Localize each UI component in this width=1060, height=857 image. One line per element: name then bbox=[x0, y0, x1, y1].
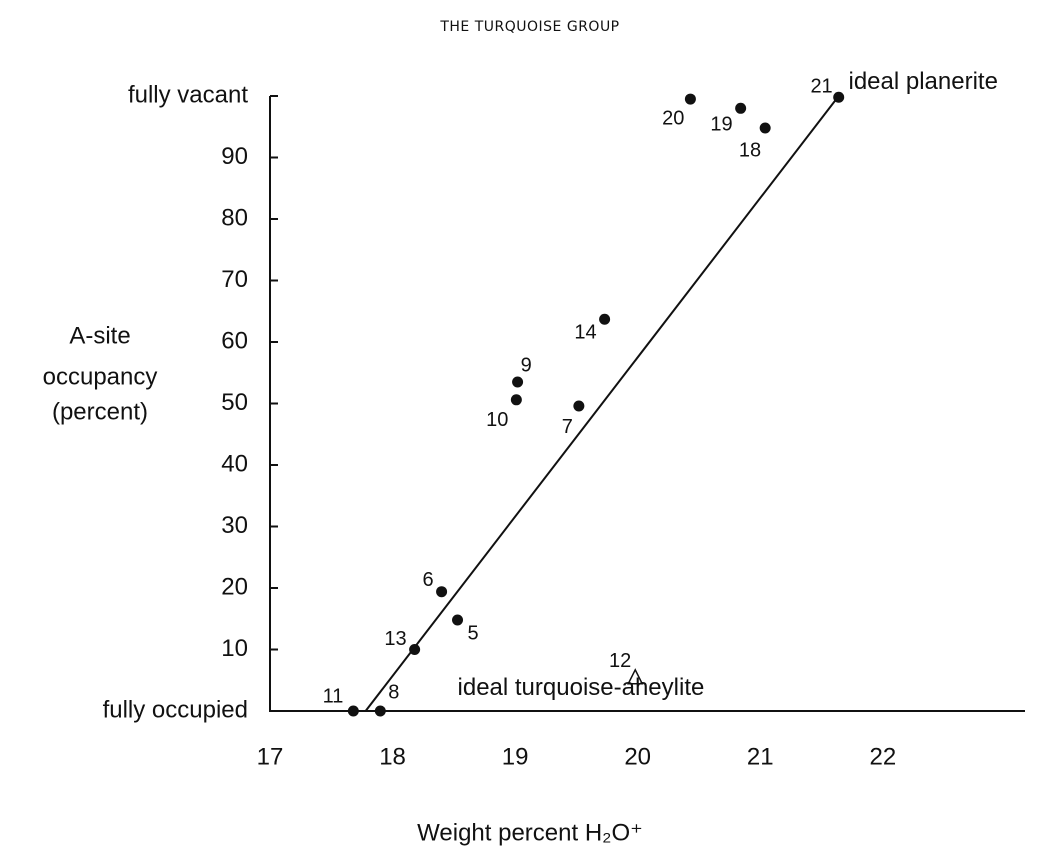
page-header: THE TURQUOISE GROUP bbox=[439, 19, 619, 35]
point-label: 10 bbox=[486, 409, 508, 431]
y-tick-label: 80 bbox=[221, 204, 248, 231]
y-tick-label: 90 bbox=[221, 143, 248, 170]
y-tick-label: 10 bbox=[221, 635, 248, 662]
point bbox=[735, 102, 747, 114]
annotation: ideal turquoise-aheylite bbox=[458, 674, 705, 701]
x-tick-label: 22 bbox=[869, 743, 896, 770]
point bbox=[510, 394, 522, 406]
y-axis-label: (percent) bbox=[52, 398, 148, 425]
point bbox=[374, 705, 386, 717]
x-tick-label: 18 bbox=[379, 743, 406, 770]
point-label: 21 bbox=[810, 76, 832, 98]
point bbox=[833, 91, 845, 103]
point bbox=[684, 93, 696, 105]
point-label: 11 bbox=[323, 685, 344, 707]
annotation: ideal planerite bbox=[849, 68, 998, 95]
point-label: 8 bbox=[388, 681, 399, 703]
point-label: 7 bbox=[562, 416, 573, 438]
point bbox=[347, 705, 359, 717]
x-tick-label: 20 bbox=[624, 743, 651, 770]
point bbox=[573, 400, 585, 412]
y-axis-label: A-site bbox=[69, 322, 130, 349]
point bbox=[436, 586, 448, 598]
y-tick-label: 30 bbox=[221, 512, 248, 539]
y-tick-label: 50 bbox=[221, 389, 248, 416]
point-label: 19 bbox=[710, 114, 732, 136]
point-label: 20 bbox=[662, 107, 684, 129]
x-tick-label: 19 bbox=[502, 743, 529, 770]
point-label: 14 bbox=[574, 322, 596, 344]
point bbox=[512, 376, 524, 388]
point bbox=[759, 122, 771, 134]
y-tick-label: fully vacant bbox=[128, 81, 248, 108]
x-tick-label: 17 bbox=[257, 743, 284, 770]
y-tick-label: 20 bbox=[221, 573, 248, 600]
point-label: 6 bbox=[422, 569, 433, 591]
point-label: 12 bbox=[609, 650, 631, 672]
y-tick-label: 40 bbox=[221, 450, 248, 477]
point-label: 18 bbox=[739, 139, 761, 161]
fit-line bbox=[364, 95, 840, 712]
y-tick-label: 70 bbox=[221, 266, 248, 293]
point bbox=[409, 644, 421, 655]
point bbox=[627, 668, 644, 685]
point bbox=[452, 614, 464, 626]
y-tick-label: fully occupied bbox=[103, 696, 248, 723]
point-label: 5 bbox=[468, 622, 479, 644]
x-tick-label: 21 bbox=[747, 743, 774, 770]
point-label: 13 bbox=[384, 628, 406, 650]
point-label: 9 bbox=[521, 354, 532, 376]
y-tick-label: 60 bbox=[221, 327, 248, 354]
point bbox=[599, 313, 611, 325]
x-axis-label: Weight percent H₂O⁺ bbox=[417, 819, 643, 846]
y-axis-label: occupancy bbox=[43, 363, 158, 390]
